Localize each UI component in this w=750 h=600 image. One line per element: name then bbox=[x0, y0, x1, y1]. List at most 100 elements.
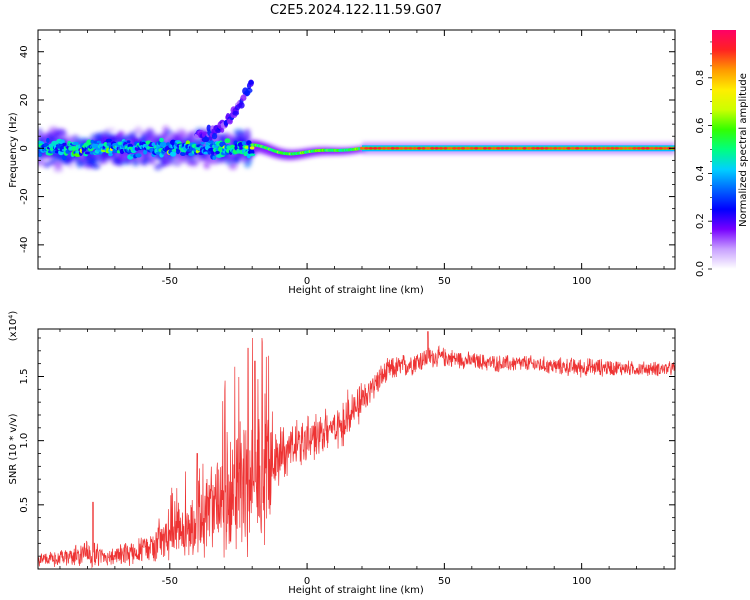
steady-tone-cell bbox=[579, 146, 584, 150]
steady-tone-cell bbox=[627, 146, 633, 150]
steady-tone-cell bbox=[531, 146, 536, 150]
spectrogram-x-tick-label: 0 bbox=[304, 276, 310, 287]
steady-tone-cell bbox=[658, 146, 664, 150]
steady-tone-cell bbox=[517, 146, 523, 150]
steady-tone-cell bbox=[386, 146, 391, 150]
steady-tone-cell bbox=[566, 146, 571, 150]
figure-title: C2E5.2024.122.11.59.G07 bbox=[270, 3, 442, 18]
spectrogram-y-tick-label: -40 bbox=[19, 237, 30, 253]
spectrogram-cell bbox=[46, 137, 50, 144]
snr-x-tick-label: 100 bbox=[572, 576, 591, 587]
snr-x-tick-label: 0 bbox=[304, 576, 310, 587]
steady-tone-cell bbox=[469, 146, 475, 150]
steady-tone-cell bbox=[372, 146, 378, 150]
spectrogram-cell bbox=[246, 140, 252, 146]
colorbar-tick-label: 0.4 bbox=[695, 165, 706, 181]
spectrogram-cell bbox=[249, 146, 255, 150]
spectrogram-y-tick-label: -20 bbox=[19, 188, 30, 204]
spectrogram-cell bbox=[220, 127, 225, 133]
snr-ticks: -50 0 50 100 0.5 1.0 1.5 bbox=[19, 329, 675, 587]
spectrogram-cell bbox=[108, 152, 113, 157]
spectrogram-cell bbox=[213, 145, 219, 149]
snr-y-tick-label: 1.0 bbox=[19, 433, 30, 449]
spectrogram-marks bbox=[38, 79, 675, 173]
spectrogram-cell bbox=[189, 158, 199, 167]
spectrogram-y-tick-label: 20 bbox=[19, 94, 30, 107]
spectrogram-cell bbox=[169, 151, 177, 157]
spectrogram-cell bbox=[105, 138, 113, 143]
spectrogram-cell bbox=[180, 151, 186, 156]
spectrogram-cell bbox=[238, 102, 245, 109]
steady-tone-cell bbox=[544, 146, 549, 150]
steady-tone-cell bbox=[662, 146, 668, 150]
steady-tone-cell bbox=[535, 146, 541, 150]
spectrogram-cell bbox=[62, 154, 67, 161]
spectrogram-cell bbox=[232, 110, 240, 116]
steady-tone-cell bbox=[421, 146, 426, 150]
spectrogram-cell bbox=[159, 137, 164, 143]
snr-x-tick-label: 50 bbox=[438, 576, 451, 587]
spectrogram-cell bbox=[38, 152, 43, 157]
spectrogram-cell bbox=[73, 141, 79, 146]
steady-tone-cell bbox=[438, 146, 444, 150]
spectrogram-x-label: Height of straight line (km) bbox=[288, 285, 424, 296]
snr-x-label: Height of straight line (km) bbox=[288, 585, 424, 596]
spectrogram-cell bbox=[203, 151, 209, 155]
steady-tone-cell bbox=[649, 146, 655, 150]
steady-tone-cell bbox=[548, 146, 554, 150]
steady-tone-cell bbox=[403, 146, 409, 150]
snr-y-tick-label: 0.5 bbox=[19, 497, 30, 513]
spectrogram-cell bbox=[143, 149, 148, 155]
spectrogram-y-tick-label: 40 bbox=[19, 45, 30, 58]
spectrogram-x-tick-label: -50 bbox=[162, 276, 178, 287]
spectrogram-cell bbox=[154, 163, 162, 171]
steady-tone-cell bbox=[473, 146, 479, 150]
steady-tone-cell bbox=[500, 146, 505, 150]
steady-tone-cell bbox=[574, 146, 580, 150]
spectrogram-cell bbox=[90, 139, 95, 144]
colorbar-gradient bbox=[712, 30, 736, 269]
steady-tone-cell bbox=[443, 146, 448, 150]
steady-tone-cell bbox=[605, 146, 611, 150]
spectrogram-cell bbox=[215, 150, 221, 155]
steady-tone-cell bbox=[640, 146, 646, 150]
spectrogram-cell bbox=[159, 141, 167, 148]
steady-tone-cell bbox=[583, 146, 589, 150]
spectrogram-cell bbox=[62, 142, 67, 146]
spectrogram-cell bbox=[93, 140, 99, 144]
steady-tone-cell bbox=[451, 146, 457, 150]
spectrogram-cell bbox=[173, 162, 181, 167]
spectrogram-cell bbox=[219, 141, 226, 147]
spectrogram-cell bbox=[96, 140, 102, 144]
steady-tone-cell bbox=[495, 146, 501, 150]
spectrogram-cell bbox=[84, 151, 91, 155]
steady-tone-cell bbox=[394, 146, 400, 150]
steady-tone-cell bbox=[654, 146, 659, 150]
steady-tone-cell bbox=[570, 146, 576, 150]
spectrogram-cell bbox=[38, 157, 43, 166]
spectrogram-cell bbox=[228, 162, 238, 170]
steady-tone-cell bbox=[632, 146, 637, 150]
colorbar-tick-label: 0.6 bbox=[695, 118, 706, 134]
steady-tone-cell bbox=[482, 146, 488, 150]
snr-y-tick-label: 1.5 bbox=[19, 369, 30, 385]
steady-tone-cell bbox=[504, 146, 510, 150]
spectrogram-cell bbox=[91, 164, 100, 170]
spectrogram-cell bbox=[134, 126, 143, 135]
steady-tone-cell bbox=[456, 146, 461, 150]
spectrogram-frame bbox=[37, 29, 676, 270]
steady-tone-cell bbox=[623, 146, 628, 150]
steady-tone-cell bbox=[539, 146, 545, 150]
spectrogram-ticks: -50 0 50 100 -40 -20 0 20 40 bbox=[19, 30, 675, 287]
steady-tone-cell bbox=[588, 146, 593, 150]
steady-tone-cell bbox=[429, 146, 435, 150]
spectrogram-cell bbox=[241, 140, 246, 146]
steady-tone-cell bbox=[425, 146, 431, 150]
steady-tone-cell bbox=[592, 146, 598, 150]
steady-tone-cell bbox=[513, 146, 519, 150]
colorbar-tick-label: 0.0 bbox=[695, 261, 706, 277]
steady-tone-cell bbox=[561, 146, 567, 150]
steady-tone-cell bbox=[434, 146, 439, 150]
spectrogram-cell bbox=[211, 132, 218, 140]
